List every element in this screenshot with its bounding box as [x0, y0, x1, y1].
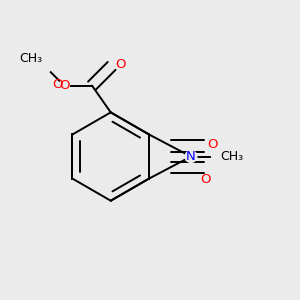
Circle shape: [212, 149, 226, 164]
Text: N: N: [186, 150, 196, 163]
Text: CH₃: CH₃: [20, 52, 43, 64]
Circle shape: [185, 151, 197, 162]
Circle shape: [59, 80, 69, 91]
Text: O: O: [52, 78, 62, 91]
Text: CH₃: CH₃: [220, 150, 244, 163]
Text: O: O: [208, 138, 218, 151]
Text: O: O: [200, 173, 210, 186]
Text: O: O: [116, 58, 126, 71]
Circle shape: [37, 59, 52, 73]
Text: O: O: [59, 79, 69, 92]
